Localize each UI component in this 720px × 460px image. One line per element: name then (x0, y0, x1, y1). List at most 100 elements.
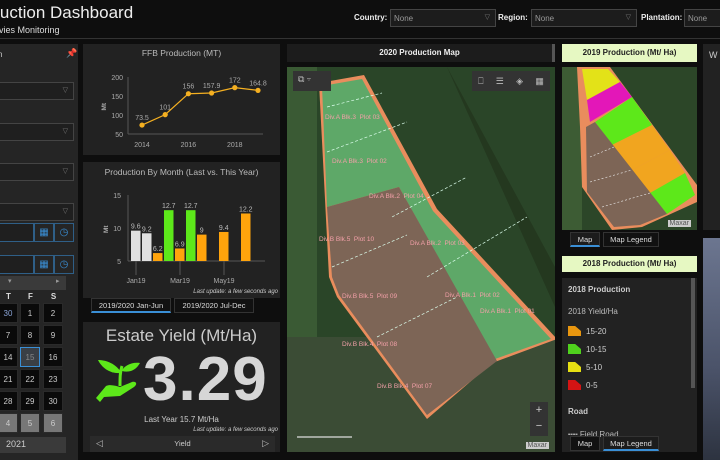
bar-label: 9.2 (142, 226, 152, 233)
calendar-day[interactable]: 2 (43, 303, 63, 323)
sidebar-dropdown[interactable]: ▽ (0, 203, 74, 221)
tab-map[interactable]: Map (570, 232, 600, 247)
layers-icon[interactable]: ◈ (516, 75, 524, 86)
next-icon[interactable]: ▷ (262, 438, 269, 448)
chart-title: Production By Month (Last vs. This Year) (104, 167, 259, 177)
pin-icon[interactable]: 📌 (66, 48, 78, 58)
legend-swatch-icon (568, 380, 581, 390)
plot-label[interactable]: Div.A Blk.2 Plot 04 (369, 193, 424, 200)
country-label: Country: (354, 13, 388, 22)
bar-label: 6.9 (175, 241, 185, 248)
prev-icon[interactable]: ◁ (96, 438, 103, 448)
bookmark-icon[interactable]: ⎕ (478, 75, 484, 86)
sidebar-dropdown[interactable]: ▽ (0, 123, 74, 141)
x-tick-label: May19 (213, 278, 234, 285)
chevron-down-icon[interactable]: ▾ (8, 278, 12, 285)
calendar-icon[interactable]: ▦ (34, 255, 54, 274)
legend-item: 15-20 (568, 326, 607, 336)
grid-icon[interactable]: ▦ (535, 75, 544, 86)
right-panel: W (703, 44, 720, 230)
map-2020-title: 2020 Production Map (287, 44, 555, 62)
chevron-down-icon: ▽ (484, 14, 490, 21)
calendar-day[interactable]: 15 (20, 347, 40, 367)
plot-label[interactable]: Div.A Blk.2 Plot 03 (410, 240, 465, 247)
clock-icon[interactable]: ◷ (54, 223, 74, 242)
map-2020-canvas (287, 67, 555, 452)
tab-map-legend[interactable]: Map Legend (603, 232, 659, 247)
estate-yield-panel: Estate Yield (Mt/Ha) 3.29 Last Year 15.7… (83, 322, 280, 452)
x-tick-label: Jan19 (126, 278, 145, 285)
map-2018-legend-panel: 2018 Production 2018 Yield/Ha 15-20 10-15… (562, 278, 697, 452)
calendar-day[interactable]: 6 (43, 413, 63, 433)
plantation-select[interactable]: None (684, 9, 720, 27)
map-2020[interactable]: Div.A Blk.3 Plot 03 Div.A Blk.3 Plot 02 Di… (287, 67, 555, 452)
plot-label[interactable]: Div.B Blk.4 Plot 07 (377, 383, 433, 390)
calendar-day[interactable]: 28 (0, 391, 18, 411)
map-2018-title: 2018 Production (Mt/ Ha) (562, 256, 697, 272)
y-tick-label: 10 (113, 226, 121, 233)
calendar-day[interactable]: 14 (0, 347, 18, 367)
end-date-input[interactable] (0, 255, 34, 274)
plot-label[interactable]: Div.B Blk.5 Plot 10 (319, 236, 375, 243)
next-month-icon[interactable]: ▸ (56, 278, 60, 285)
calendar-day-header: F (28, 292, 33, 301)
right-map[interactable] (703, 238, 720, 460)
calendar-day[interactable]: 5 (20, 413, 40, 433)
start-date-input[interactable] (0, 223, 34, 242)
legend-swatch-icon (568, 344, 581, 354)
plot-label[interactable]: Div.B Blk.4 Plot 08 (342, 341, 398, 348)
y-tick-label: 150 (111, 94, 123, 101)
basemap-toggle[interactable]: ⧉ ▿ (293, 71, 331, 91)
calendar-day[interactable]: 22 (20, 369, 40, 389)
map-2019[interactable]: Maxar (562, 67, 697, 230)
clock-icon[interactable]: ◷ (54, 255, 74, 274)
sidebar-dropdown[interactable]: ▽ (0, 82, 74, 100)
tab-map[interactable]: Map (570, 436, 600, 451)
calendar-icon[interactable]: ▦ (34, 223, 54, 242)
calendar-day[interactable]: 4 (0, 413, 18, 433)
calendar-day[interactable]: 21 (0, 369, 18, 389)
zoom-out-button[interactable]: − (535, 420, 543, 432)
y-tick-label: 50 (115, 132, 123, 139)
tab-map-legend[interactable]: Map Legend (603, 436, 659, 451)
plot-label[interactable]: Div.A Blk.1 Plot 02 (445, 292, 500, 299)
calendar-day[interactable]: 1 (20, 303, 40, 323)
calendar-day[interactable]: 16 (43, 347, 63, 367)
sidebar-dropdown[interactable]: ▽ (0, 163, 74, 181)
header-divider (0, 38, 720, 39)
tab-jul-dec[interactable]: 2019/2020 Jul-Dec (174, 298, 254, 313)
plot-label[interactable]: Div.A Blk.3 Plot 02 (332, 158, 387, 165)
tab-jan-jun[interactable]: 2019/2020 Jan-Jun (91, 298, 171, 313)
zoom-in-button[interactable]: + (535, 404, 543, 416)
legend-label: 15-20 (586, 327, 607, 336)
legend-scrollbar[interactable] (691, 278, 695, 388)
chevron-down-icon: ▽ (62, 87, 68, 94)
calendar-day[interactable]: 30 (0, 303, 18, 323)
legend-item: 0-5 (568, 380, 598, 390)
bar-label: 12.2 (239, 206, 253, 213)
ffb-production-panel: FFB Production (MT) 50 100 150 200 2014 2016 2… (83, 44, 280, 155)
yield-nav: ◁ Yield ▷ (90, 436, 275, 452)
calendar-day[interactable]: 23 (43, 369, 63, 389)
data-label: 172 (229, 78, 241, 85)
bar (197, 234, 207, 261)
plot-label[interactable]: Div.A Blk.1 Plot 01 (480, 308, 535, 315)
calendar-day[interactable]: 7 (0, 325, 18, 345)
calendar-day[interactable]: 30 (43, 391, 63, 411)
region-select[interactable]: None ▽ (531, 9, 637, 27)
plot-label[interactable]: Div.A Blk.3 Plot 03 (325, 114, 380, 121)
data-point (255, 87, 261, 93)
plant-hand-icon (96, 360, 140, 402)
yield-title: Estate Yield (Mt/Ha) (105, 326, 258, 345)
list-icon[interactable]: ☰ (495, 75, 504, 86)
calendar-day[interactable]: 29 (20, 391, 40, 411)
bar-label: 9.6 (131, 224, 141, 231)
calendar-day[interactable]: 9 (43, 325, 63, 345)
month-bar-chart: 5 10 15 Mt Jan19 Mar19 May19 9.6 9.2 6.2 12.7 6.9 12… (103, 193, 265, 285)
calendar-year[interactable]: 2021 (0, 437, 66, 453)
plot-label[interactable]: Div.B Blk.5 Plot 09 (342, 293, 398, 300)
country-select[interactable]: None ▽ (390, 9, 496, 27)
calendar-day[interactable]: 8 (20, 325, 40, 345)
zoom-controls: + − (530, 402, 548, 436)
plantation-label: Plantation: (641, 13, 683, 22)
